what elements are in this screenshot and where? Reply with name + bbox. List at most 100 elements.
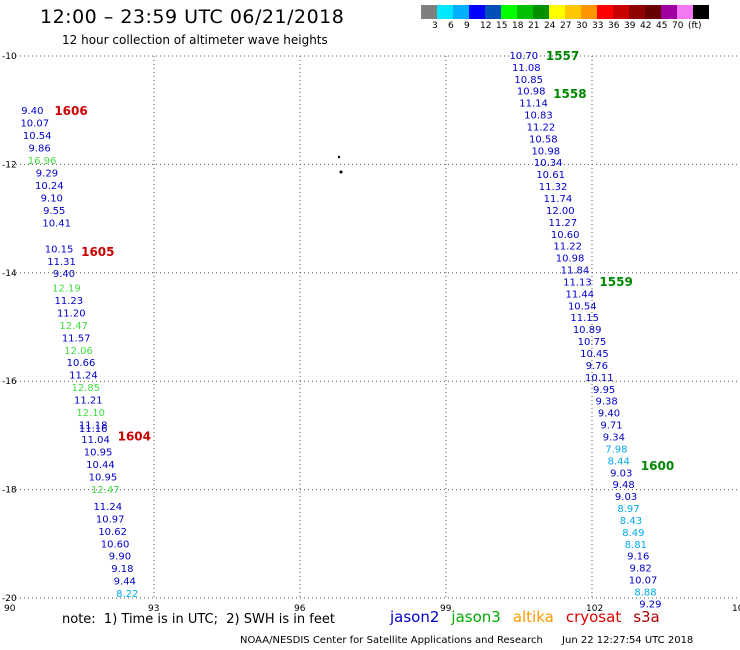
wave-height-value: 11.22	[527, 122, 556, 133]
legend-label: (ft)	[688, 21, 702, 31]
wave-height-value: 10.07	[629, 576, 658, 587]
satellite-legend: jason2 jason3 altika cryosat s3a	[390, 608, 672, 626]
wave-height-value: 11.08	[512, 63, 541, 74]
legend-swatch	[517, 5, 533, 19]
legend-label: 42	[640, 21, 652, 31]
wave-height-value: 9.40	[21, 106, 43, 117]
legend-label: 12	[480, 21, 492, 31]
wave-height-value: 10.98	[517, 87, 546, 98]
map-subtitle: 12 hour collection of altimeter wave hei…	[62, 33, 328, 47]
pass-time-label: 1600	[641, 459, 674, 473]
wave-height-value: 9.90	[109, 552, 131, 563]
wave-height-value: 9.95	[593, 385, 615, 396]
legend-label: 45	[656, 21, 668, 31]
legend-swatch	[581, 5, 597, 19]
wave-height-value: 10.70	[510, 51, 539, 62]
x-tick-label: 93	[148, 604, 159, 614]
legend-swatch	[661, 5, 677, 19]
pass-time-label: 1557	[546, 49, 579, 63]
wave-height-value: 11.18	[79, 421, 108, 432]
legend-label: 36	[608, 21, 620, 31]
island-mark	[337, 155, 341, 159]
wave-height-value: 12.10	[76, 408, 105, 419]
wave-height-value: 10.45	[580, 349, 609, 360]
wave-height-value: 9.18	[111, 564, 133, 575]
wave-height-value: 9.03	[615, 492, 637, 503]
legend-swatch	[453, 5, 469, 19]
wave-height-value: 10.07	[20, 119, 49, 130]
wave-height-value: 10.97	[96, 514, 125, 525]
wave-height-value: 8.97	[617, 504, 639, 515]
satellite-legend-cryosat: cryosat	[565, 608, 622, 626]
wave-height-value: 10.85	[514, 75, 543, 86]
legend-label: 33	[592, 21, 604, 31]
wave-height-value: 11.20	[57, 308, 86, 319]
wave-height-value: 12.19	[52, 283, 81, 294]
legend-swatch	[469, 5, 485, 19]
y-tick-label: -16	[2, 377, 17, 387]
y-tick-label: -18	[2, 486, 17, 496]
wave-height-value: 8.81	[625, 540, 647, 551]
wave-height-value: 9.40	[53, 269, 75, 280]
pass-time-label: 1606	[54, 104, 87, 118]
legend-swatch	[677, 5, 693, 19]
pass-time-label: 1605	[81, 245, 114, 259]
wave-height-value: 10.60	[551, 230, 580, 241]
wave-height-value: 10.60	[101, 539, 130, 550]
legend-label: 3	[432, 21, 438, 31]
wave-height-value: 8.49	[622, 528, 644, 539]
legend-swatch	[501, 5, 517, 19]
wave-height-value: 11.74	[544, 194, 573, 205]
wave-height-value: 11.31	[47, 257, 76, 268]
wave-height-value: 9.38	[595, 397, 617, 408]
wave-height-value: 9.82	[630, 564, 652, 575]
wave-height-value: 10.98	[531, 146, 560, 157]
wave-height-value: 9.55	[43, 206, 65, 217]
wave-height-value: 10.24	[35, 181, 64, 192]
wave-height-value: 12.00	[546, 206, 575, 217]
wave-height-value: 12.85	[72, 383, 101, 394]
satellite-legend-jason3: jason3	[451, 608, 501, 626]
wave-height-value: 9.40	[598, 409, 620, 420]
wave-height-value: 10.62	[98, 527, 127, 538]
x-tick-label: 99	[440, 604, 452, 614]
legend-swatch	[565, 5, 581, 19]
wave-height-value: 9.44	[114, 577, 136, 588]
x-tick-label: 96	[294, 604, 306, 614]
wave-height-value: 10.54	[568, 301, 597, 312]
wave-height-value: 11.32	[539, 182, 568, 193]
legend-label: 18	[512, 21, 524, 31]
generated-time: Jun 22 12:27:54 UTC 2018	[562, 635, 694, 646]
pass-time-label: 1558	[553, 87, 586, 101]
wave-height-value: 9.48	[613, 480, 635, 491]
x-tick-label: 102	[586, 604, 603, 614]
wave-height-value: 10.75	[578, 337, 607, 348]
wave-height-value: 11.15	[570, 313, 599, 324]
island-mark	[339, 170, 343, 174]
legend-label: 6	[448, 21, 454, 31]
wave-height-value: 8.22	[116, 589, 138, 600]
wave-height-value: 10.54	[23, 131, 52, 142]
legend-label: 15	[496, 21, 508, 31]
wave-height-value: 9.86	[29, 144, 51, 155]
pass-time-label: 1604	[118, 429, 151, 443]
y-tick-label: -20	[2, 594, 17, 604]
wave-height-value: 9.71	[600, 421, 622, 432]
pass-time-label: 1559	[599, 275, 632, 289]
wave-height-value: 11.13	[563, 277, 592, 288]
legend-swatch	[421, 5, 437, 19]
wave-height-value: 11.27	[548, 218, 577, 229]
wave-height-value: 10.44	[86, 460, 115, 471]
wave-height-value: 11.16	[79, 424, 108, 435]
wave-height-value: 11.23	[55, 296, 84, 307]
wave-height-value: 11.57	[62, 333, 91, 344]
wave-height-value: 10.41	[42, 218, 71, 229]
credit-text: NOAA/NESDIS Center for Satellite Applica…	[240, 635, 543, 646]
footer-note: note: 1) Time is in UTC; 2) SWH is in fe…	[62, 612, 335, 627]
legend-swatch	[437, 5, 453, 19]
wave-height-value: 8.88	[634, 587, 656, 598]
satellite-legend-altika: altika	[512, 608, 554, 626]
legend-label: 70	[672, 21, 684, 31]
legend-swatch	[613, 5, 629, 19]
wave-height-value: 11.21	[74, 396, 103, 407]
